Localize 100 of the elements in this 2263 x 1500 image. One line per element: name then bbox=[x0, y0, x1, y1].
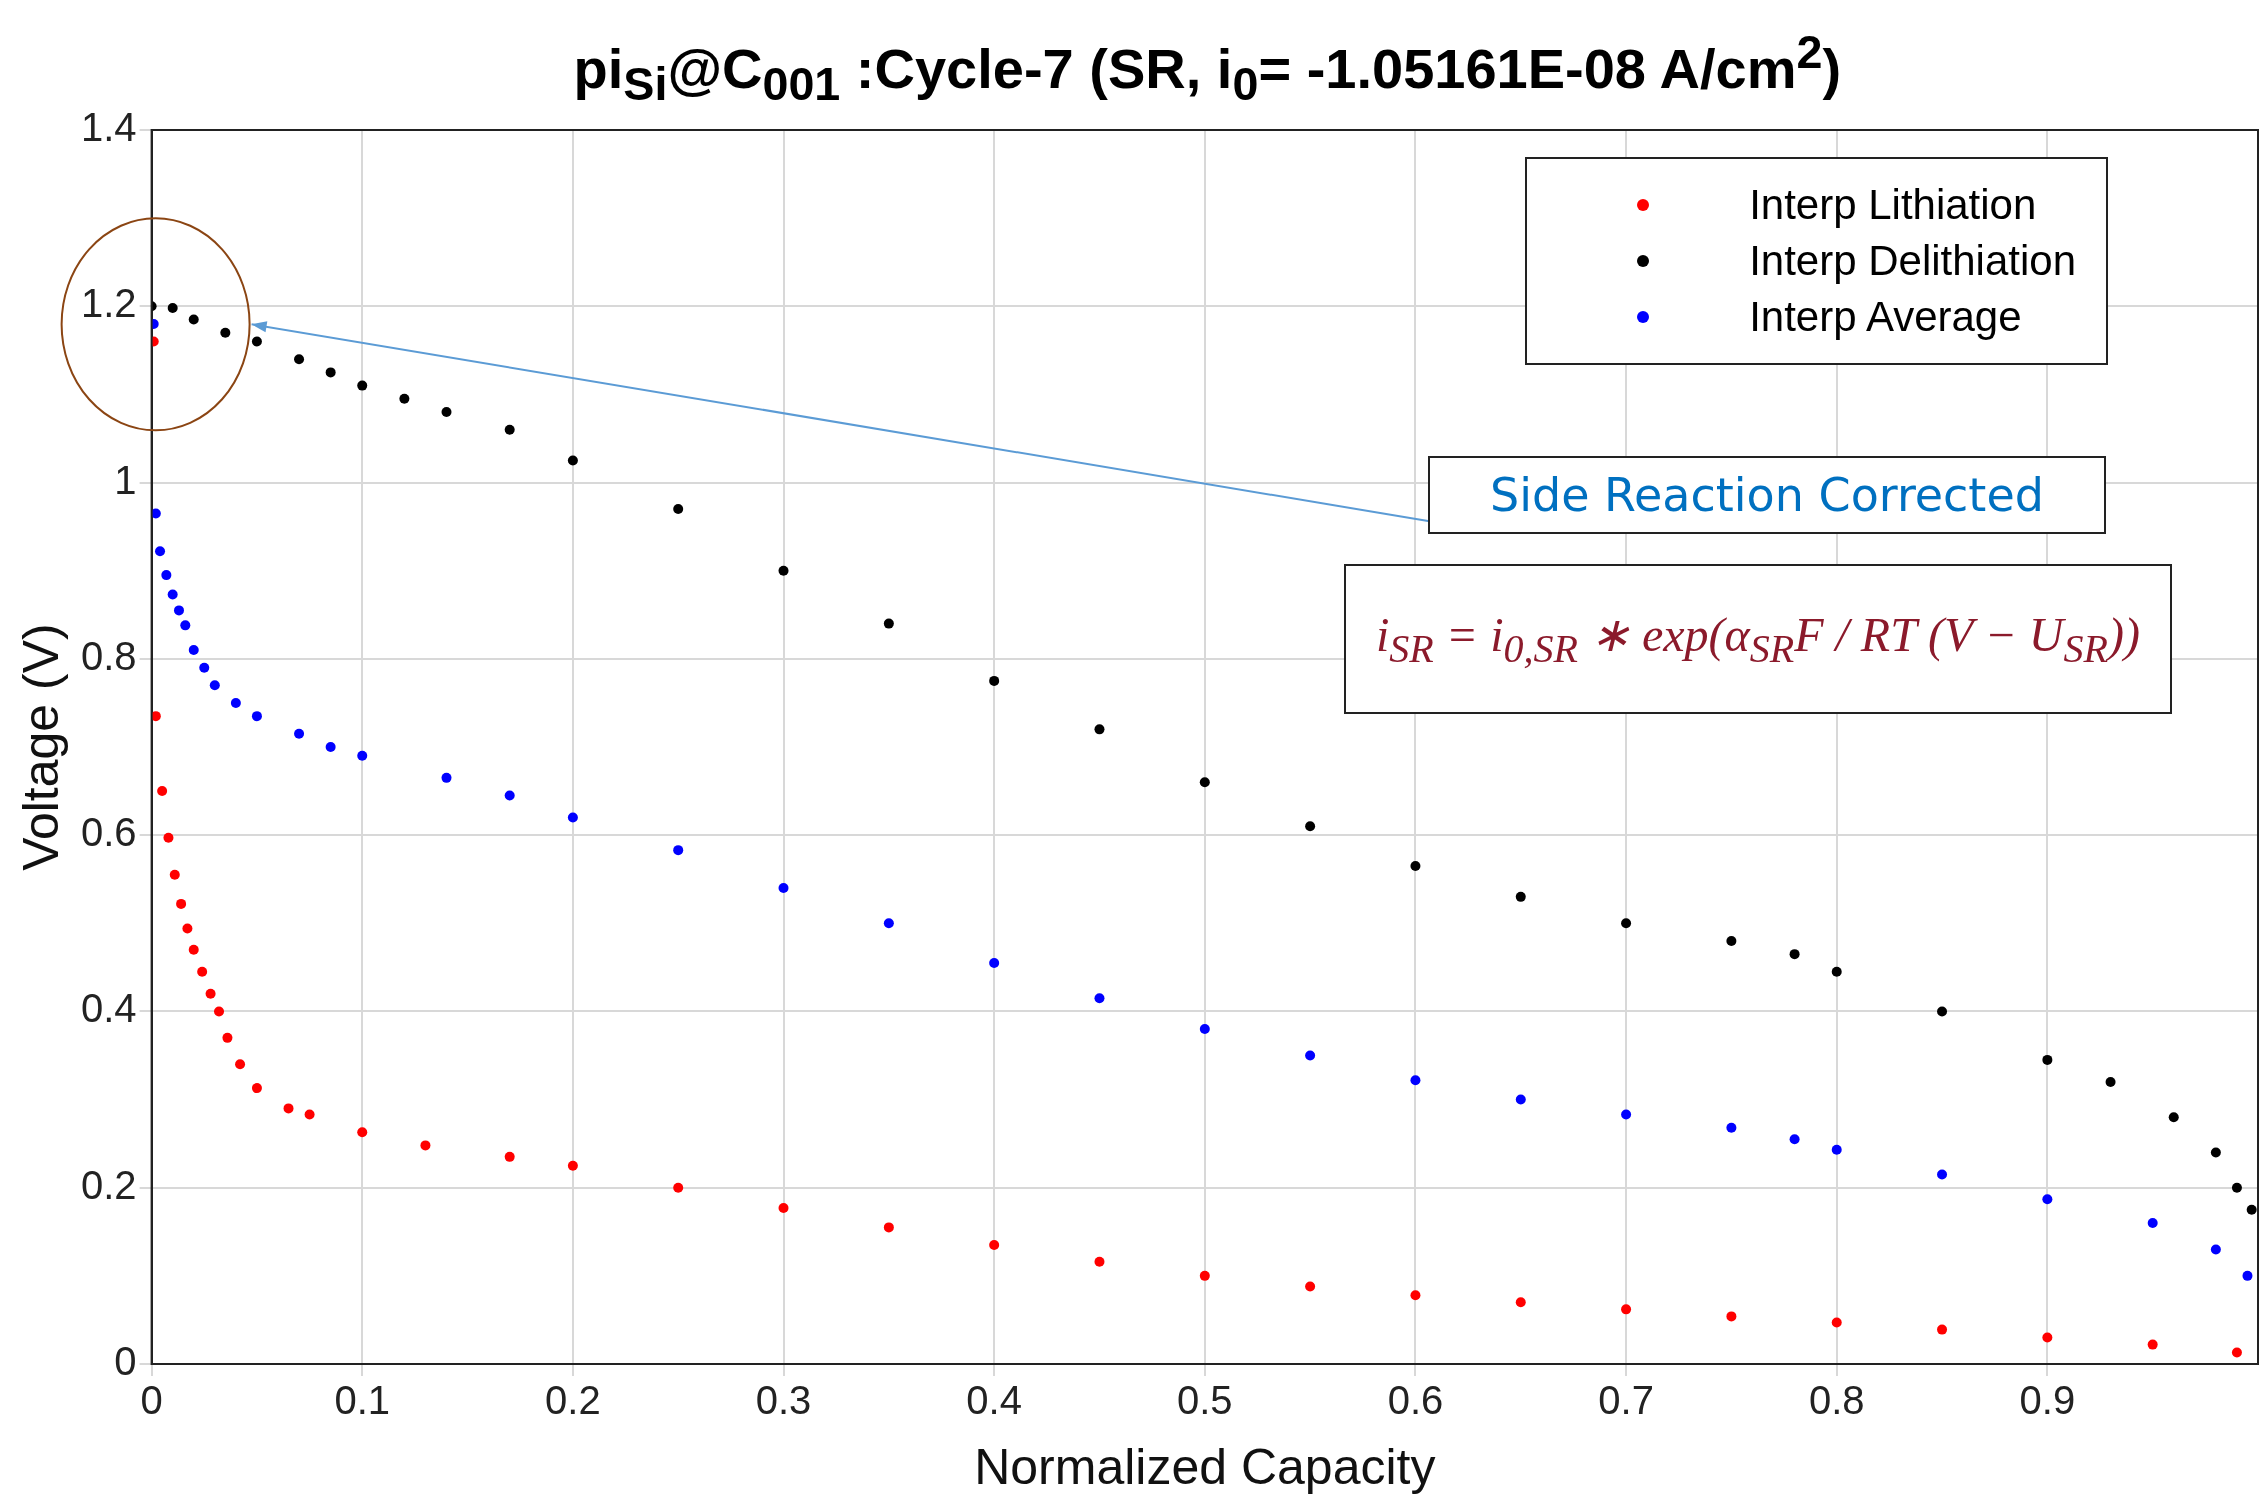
point bbox=[163, 832, 174, 843]
point bbox=[567, 455, 578, 466]
y-tick-label: 0 bbox=[114, 1339, 137, 1384]
point bbox=[883, 618, 894, 629]
y-tick-label: 1 bbox=[114, 457, 137, 502]
point bbox=[1515, 1297, 1526, 1308]
point bbox=[1199, 1270, 1210, 1281]
point bbox=[989, 1240, 1000, 1251]
y-tick-label: 1.2 bbox=[81, 281, 137, 326]
point bbox=[1515, 891, 1526, 902]
point bbox=[2042, 1054, 2053, 1065]
point bbox=[1094, 724, 1105, 735]
point bbox=[2147, 1339, 2158, 1350]
point bbox=[1937, 1324, 1948, 1335]
x-axis-title: Normalized Capacity bbox=[974, 1438, 1436, 1495]
y-tick-label: 0.6 bbox=[81, 810, 137, 855]
point bbox=[169, 869, 180, 880]
point bbox=[220, 327, 231, 338]
point bbox=[1937, 1006, 1948, 1017]
point bbox=[209, 680, 220, 691]
point bbox=[1305, 821, 1316, 832]
point bbox=[567, 1160, 578, 1171]
point bbox=[883, 1222, 894, 1233]
y-tick-label: 0.4 bbox=[81, 986, 137, 1031]
x-tick-label: 0.6 bbox=[1387, 1378, 1444, 1423]
point bbox=[567, 812, 578, 823]
point bbox=[157, 786, 168, 797]
point bbox=[1410, 860, 1421, 871]
point bbox=[1094, 1256, 1105, 1267]
y-tick-label: 0.8 bbox=[81, 633, 137, 678]
point bbox=[151, 711, 161, 722]
point bbox=[294, 354, 305, 365]
point bbox=[173, 605, 184, 616]
point bbox=[167, 303, 178, 314]
point bbox=[235, 1059, 246, 1070]
point bbox=[1621, 1109, 1632, 1120]
point bbox=[2231, 1182, 2242, 1193]
point bbox=[1789, 949, 1800, 960]
point bbox=[188, 645, 199, 656]
point bbox=[883, 918, 894, 929]
point bbox=[325, 367, 336, 378]
point bbox=[989, 675, 1000, 686]
point bbox=[1199, 777, 1210, 788]
point bbox=[1410, 1075, 1421, 1086]
point bbox=[2210, 1147, 2221, 1158]
annotation: Side Reaction Corrected bbox=[1428, 456, 2106, 534]
point bbox=[1726, 1311, 1737, 1322]
point bbox=[2042, 1332, 2053, 1343]
point bbox=[176, 898, 187, 909]
point bbox=[155, 546, 166, 557]
point bbox=[199, 662, 210, 673]
point bbox=[504, 790, 515, 801]
point bbox=[441, 772, 452, 783]
point bbox=[399, 393, 410, 404]
point bbox=[325, 742, 336, 752]
legend-label: Interp Delithiation bbox=[1749, 237, 2076, 285]
point bbox=[2242, 1270, 2253, 1281]
point bbox=[420, 1140, 431, 1151]
point bbox=[180, 620, 191, 631]
point bbox=[989, 957, 1000, 968]
point bbox=[1726, 935, 1737, 946]
text: i$_{SR}$ = i$_{0,SR}$ ∗ exp(α$_{SR}$F / RT (V − U$_{SR}$)) bbox=[1376, 608, 2140, 671]
point bbox=[1305, 1050, 1316, 1061]
point bbox=[251, 336, 262, 347]
point bbox=[673, 504, 684, 515]
y-tick-label: 0.2 bbox=[81, 1162, 137, 1207]
point bbox=[2105, 1076, 2116, 1087]
point bbox=[214, 1006, 225, 1017]
y-axis-title: Voltage (V) bbox=[12, 623, 69, 871]
point bbox=[1094, 993, 1105, 1004]
point bbox=[294, 728, 305, 739]
point bbox=[1726, 1122, 1737, 1133]
point bbox=[205, 988, 216, 999]
x-tick-label: 0.5 bbox=[1177, 1378, 1233, 1423]
legend-label: Interp Average bbox=[1749, 293, 2022, 341]
point bbox=[1937, 1169, 1948, 1180]
point bbox=[504, 1151, 515, 1162]
x-tick-label: 0.1 bbox=[334, 1378, 391, 1423]
point bbox=[1789, 1134, 1800, 1145]
point bbox=[2168, 1112, 2179, 1123]
chart-title: pi$_{Si}$@C$_{001}$ :Cycle-7 (SR, i$_{0}$= -1.05161E-08 A/cm$^{2}$) bbox=[573, 26, 1842, 110]
point bbox=[1515, 1094, 1526, 1105]
point bbox=[188, 314, 199, 325]
point bbox=[283, 1103, 294, 1114]
point bbox=[673, 845, 684, 856]
point bbox=[182, 923, 193, 934]
point bbox=[357, 380, 368, 391]
x-tick-label: 0.8 bbox=[1808, 1378, 1865, 1423]
point bbox=[357, 1127, 368, 1138]
point bbox=[188, 944, 199, 955]
point bbox=[167, 589, 178, 600]
point bbox=[1831, 1144, 1842, 1155]
point bbox=[778, 883, 789, 894]
x-tick-label: 0.3 bbox=[755, 1378, 812, 1423]
point bbox=[161, 570, 172, 581]
point bbox=[1199, 1024, 1210, 1035]
point bbox=[1831, 966, 1842, 977]
point bbox=[673, 1182, 684, 1193]
point bbox=[251, 711, 262, 722]
point bbox=[441, 407, 452, 418]
